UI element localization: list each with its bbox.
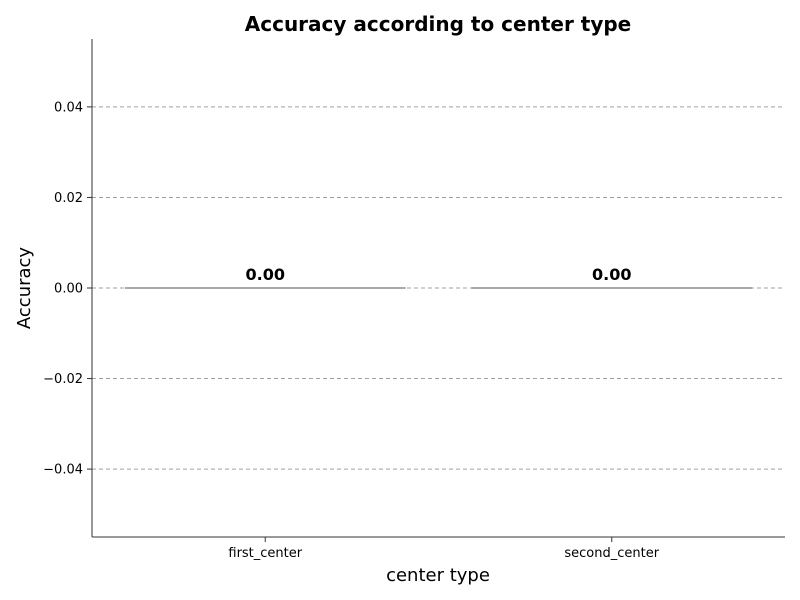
data-label: 0.00 xyxy=(592,265,631,284)
x-tick-label: first_center xyxy=(228,546,302,561)
y-tick-label: 0.04 xyxy=(54,100,83,115)
x-axis-label: center type xyxy=(386,565,490,586)
y-tick-label: −0.02 xyxy=(43,372,83,387)
data-label: 0.00 xyxy=(246,265,285,284)
data-labels: 0.00 0.00 xyxy=(246,265,632,284)
x-tick-label: second_center xyxy=(564,546,659,561)
y-tick-label: −0.04 xyxy=(43,463,83,478)
y-tick-label: 0.02 xyxy=(54,191,83,206)
y-tick-label: 0.00 xyxy=(54,282,83,297)
x-ticks: first_center second_center xyxy=(228,537,660,561)
y-axis-label: Accuracy xyxy=(14,247,35,330)
y-ticks: −0.04 −0.02 0.00 0.02 0.04 xyxy=(43,100,92,478)
chart-title: Accuracy according to center type xyxy=(245,12,632,36)
